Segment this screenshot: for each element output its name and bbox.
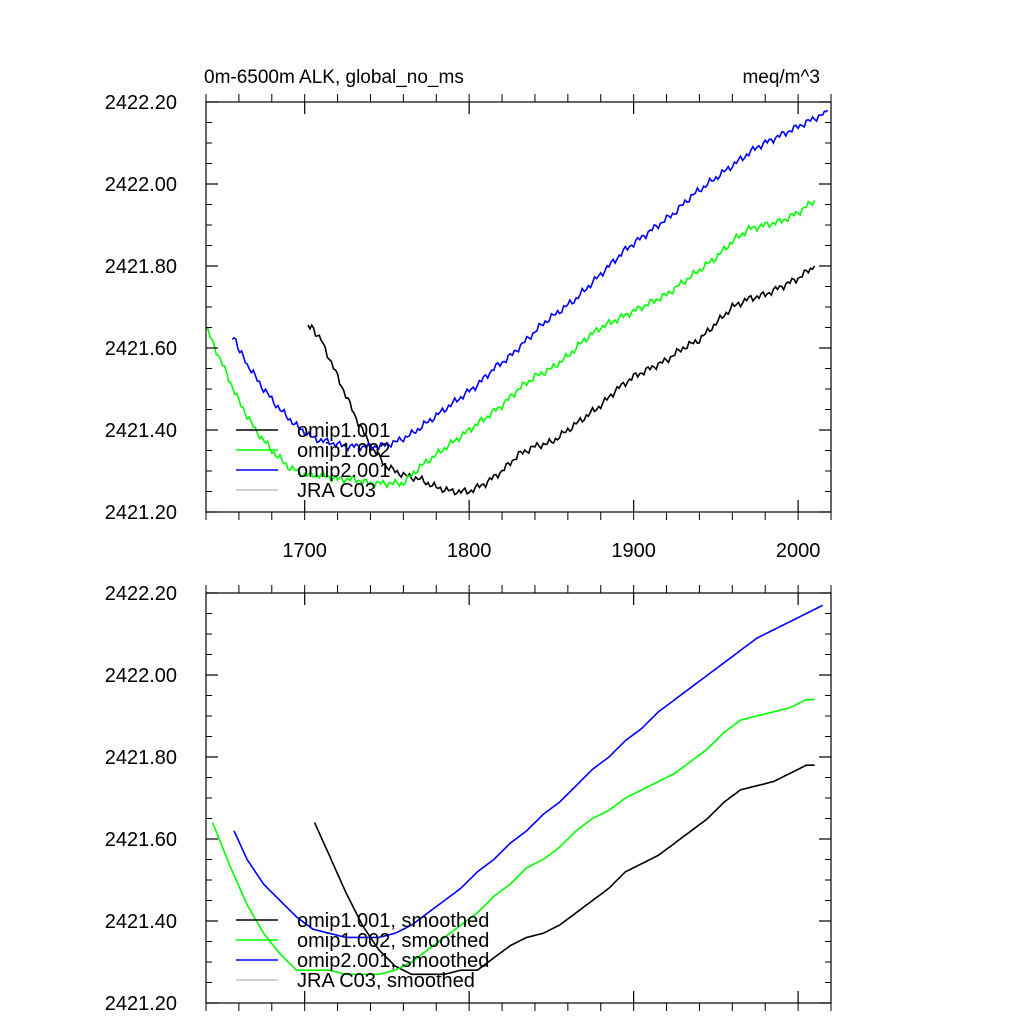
x-tick-label: 2000 bbox=[776, 540, 821, 562]
bottom-legend: omip1.001, smoothed omip1.002, smoothed … bbox=[236, 910, 489, 992]
top-series-layer bbox=[205, 109, 829, 496]
series-line-omip2-001-smoothed bbox=[233, 604, 824, 939]
top-axes-layer: 2421.20 2421.40 2421.60 2421.80 2422.00 2422.… bbox=[105, 92, 832, 562]
bottom-series-layer bbox=[211, 604, 824, 976]
y-tick-label: 2422.20 bbox=[105, 92, 177, 114]
series-line-omip1-002 bbox=[205, 200, 816, 489]
y-tick-label: 2421.20 bbox=[105, 502, 177, 524]
x-tick-label: 1700 bbox=[282, 540, 327, 562]
y-tick-label: 2421.40 bbox=[105, 911, 177, 933]
series-line-omip1-001 bbox=[307, 265, 816, 496]
top-legend: omip1.001 omip1.002 omip2.001 JRA C03 bbox=[236, 420, 390, 502]
legend-label-jra-c03: JRA C03 bbox=[297, 480, 376, 502]
y-tick-label: 2421.80 bbox=[105, 256, 177, 278]
y-tick-label: 2421.60 bbox=[105, 338, 177, 360]
series-line-omip1-001-smoothed bbox=[313, 764, 815, 976]
y-tick-label: 2421.20 bbox=[105, 993, 177, 1015]
series-line-omip1-002-smoothed bbox=[211, 698, 815, 976]
legend-label-omip1-001: omip1.001 bbox=[297, 420, 390, 442]
y-tick-label: 2422.00 bbox=[105, 665, 177, 687]
bottom-panel: 2421.20 2421.40 2421.60 2421.80 2422.00 2422.… bbox=[105, 583, 832, 1015]
y-tick-label: 2421.80 bbox=[105, 747, 177, 769]
y-tick-label: 2422.00 bbox=[105, 174, 177, 196]
series-line-omip2-001 bbox=[231, 109, 829, 453]
legend-label-jra-c03-smoothed: JRA C03, smoothed bbox=[297, 970, 475, 992]
y-tick-label: 2422.20 bbox=[105, 583, 177, 605]
legend-label-omip1-002-smoothed: omip1.002, smoothed bbox=[297, 930, 489, 952]
legend-label-omip2-001: omip2.001 bbox=[297, 460, 390, 482]
legend-label-omip1-002: omip1.002 bbox=[297, 440, 390, 462]
legend-label-omip2-001-smoothed: omip2.001, smoothed bbox=[297, 950, 489, 972]
chart-title: 0m-6500m ALK, global_no_ms bbox=[204, 67, 464, 88]
x-tick-label: 1800 bbox=[447, 540, 492, 562]
units-label: meq/m^3 bbox=[742, 67, 820, 88]
x-tick-label: 1900 bbox=[611, 540, 656, 562]
y-tick-label: 2421.60 bbox=[105, 829, 177, 851]
y-tick-label: 2421.40 bbox=[105, 420, 177, 442]
bottom-axes-layer: 2421.20 2421.40 2421.60 2421.80 2422.00 2422.… bbox=[105, 583, 832, 1015]
top-panel: 0m-6500m ALK, global_no_ms meq/m^3 2421.… bbox=[105, 67, 832, 562]
legend-label-omip1-001-smoothed: omip1.001, smoothed bbox=[297, 910, 489, 932]
